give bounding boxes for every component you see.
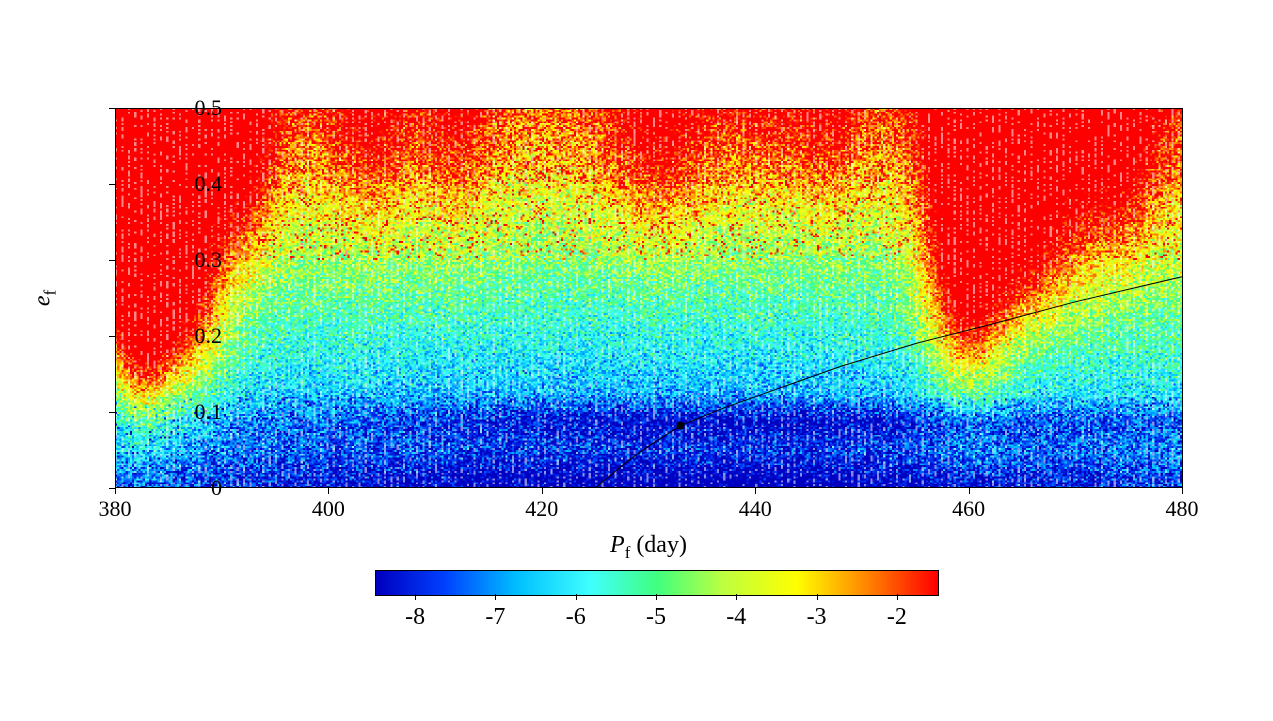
colorbar-tick-label: -5 (646, 604, 666, 631)
colorbar-tick-label: -4 (726, 604, 746, 631)
x-tick-label: 480 (1166, 496, 1199, 522)
x-tick (969, 488, 970, 494)
colorbar-tick-label: -2 (887, 604, 907, 631)
y-axis-label: ef (30, 290, 61, 306)
stability-heatmap: 380400420440460480 00.10.20.30.40.5 Pf (… (115, 108, 1182, 488)
x-tick-label: 440 (739, 496, 772, 522)
x-tick-label: 420 (525, 496, 558, 522)
colorbar-tick-label: -7 (485, 604, 505, 631)
x-tick-label: 460 (952, 496, 985, 522)
x-tick (328, 488, 329, 494)
y-tick-label: 0.2 (55, 323, 222, 349)
plot-frame (115, 108, 1183, 489)
x-tick-label: 400 (312, 496, 345, 522)
colorbar: -8-7-6-5-4-3-2 (375, 570, 937, 594)
y-tick-label: 0.4 (55, 171, 222, 197)
colorbar-tick-label: -6 (566, 604, 586, 631)
colorbar-tick (817, 594, 818, 600)
y-tick-label: 0.5 (55, 95, 222, 121)
x-axis-label: Pf (day) (115, 532, 1182, 563)
colorbar-tick (576, 594, 577, 600)
y-tick-label: 0.3 (55, 247, 222, 273)
colorbar-tick-label: -3 (807, 604, 827, 631)
y-axis-line (115, 108, 116, 488)
colorbar-tick (897, 594, 898, 600)
colorbar-tick (415, 594, 416, 600)
y-tick-label: 0.1 (55, 399, 222, 425)
x-tick (542, 488, 543, 494)
colorbar-tick (656, 594, 657, 600)
colorbar-tick (736, 594, 737, 600)
y-tick-label: 0 (55, 475, 222, 501)
x-tick (755, 488, 756, 494)
x-axis-line (115, 487, 1182, 488)
colorbar-tick (495, 594, 496, 600)
colorbar-gradient (375, 570, 939, 596)
colorbar-tick-label: -8 (405, 604, 425, 631)
x-tick (1182, 488, 1183, 494)
